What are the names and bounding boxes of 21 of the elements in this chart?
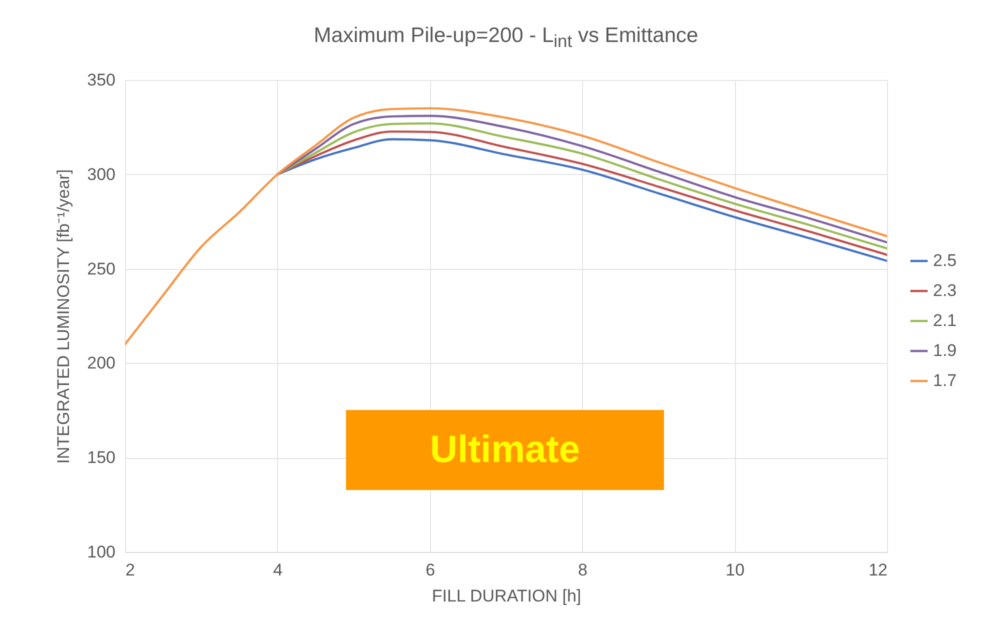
legend-label: 2.1 <box>933 311 957 330</box>
x-tick-label: 12 <box>868 560 888 580</box>
x-tick-label: 8 <box>578 560 588 580</box>
legend-label: 1.9 <box>933 341 957 360</box>
y-tick-label: 200 <box>87 354 116 373</box>
y-tick-label: 300 <box>87 164 116 184</box>
x-tick-label: 4 <box>273 560 283 580</box>
x-tick-label: 10 <box>726 560 745 580</box>
line-series <box>125 107 887 346</box>
x-tick-label: 2 <box>126 560 135 580</box>
y-tick-label: 150 <box>87 448 116 468</box>
legend-label: 2.5 <box>933 251 957 270</box>
y-tick-label: 350 <box>87 70 116 90</box>
y-tick-label: 250 <box>87 259 116 278</box>
chart-title: Maximum Pile-up=200 - L$_{int}$ vs Emittance <box>312 24 700 52</box>
legend-label: 2.3 <box>933 281 957 300</box>
x-tick-label: 6 <box>426 560 436 580</box>
x-axis-title: FILL DURATION [h] <box>432 586 582 606</box>
y-tick-label: 100 <box>87 542 116 562</box>
legend-label: 1.7 <box>933 371 957 390</box>
y-axis-title: INTEGRATED LUMINOSITY [fb⁻¹/year] <box>54 169 74 464</box>
